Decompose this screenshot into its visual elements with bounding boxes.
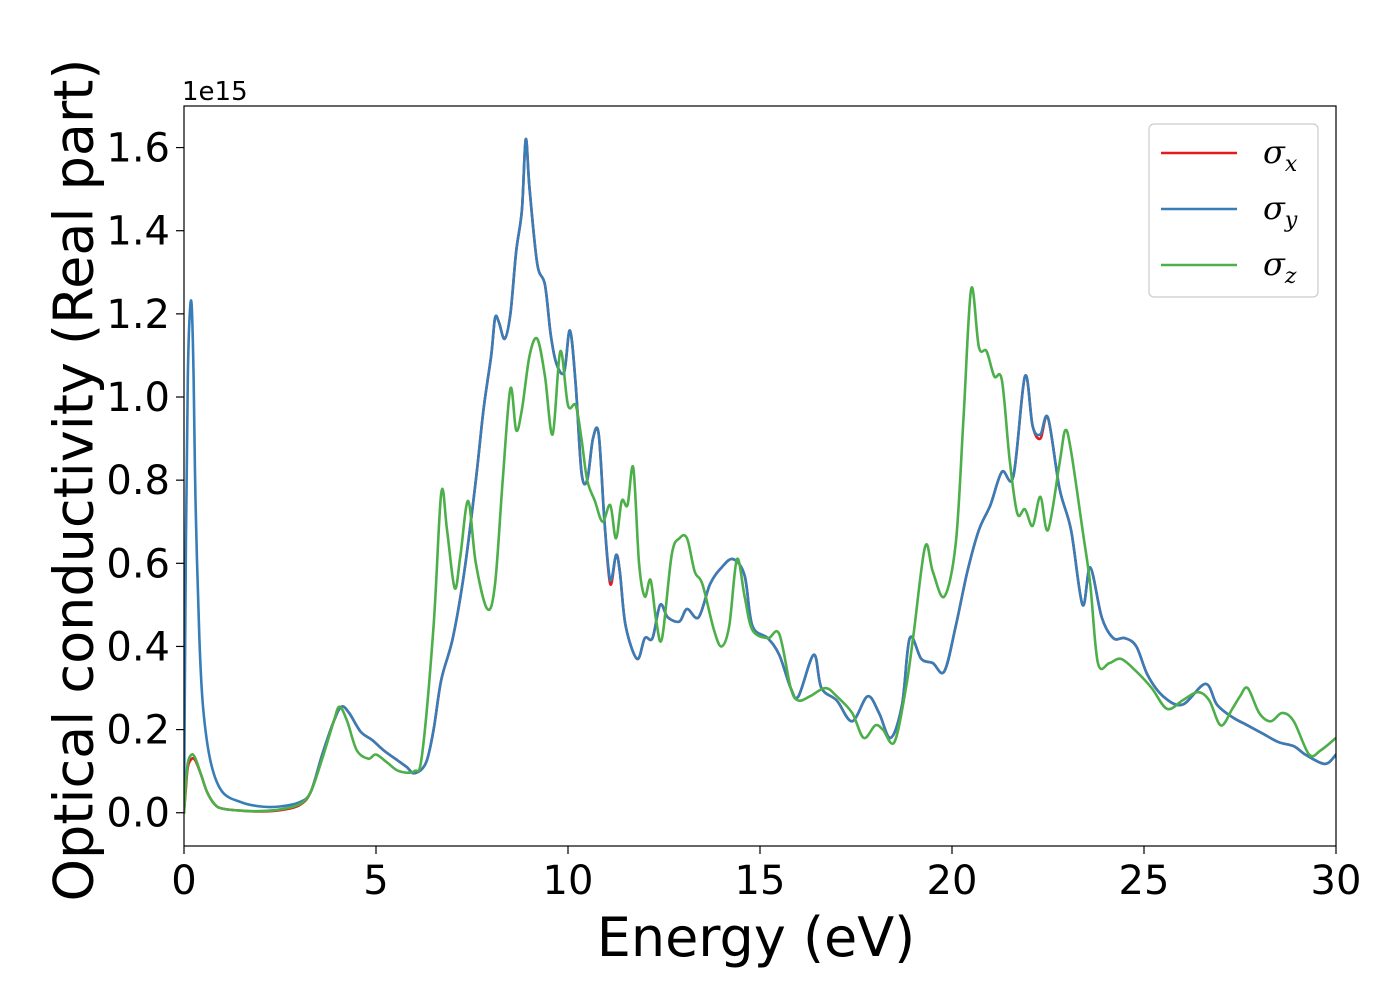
ticks-layer: 0 5 10 15 20 25 30 0.0 0.2 0.4 0.6 0.8 1.0 1.2 1.4 1.6 <box>106 126 1361 904</box>
x-tick-label: 0 <box>171 858 196 904</box>
y-axis-label: Optical conductivity (Real part) <box>43 59 106 902</box>
y-tick-label: 0.4 <box>106 624 170 670</box>
x-tick-label: 10 <box>543 858 594 904</box>
y-tick-label: 1.2 <box>106 292 170 338</box>
legend-label-y: σy <box>1263 189 1298 233</box>
x-tick-label: 20 <box>927 858 978 904</box>
y-offset-label: 1e15 <box>182 77 248 107</box>
y-tick-label: 0.2 <box>106 708 170 754</box>
y-tick-label: 0.6 <box>106 541 170 587</box>
legend-label-main: σ <box>1263 133 1286 171</box>
x-tick-label: 30 <box>1311 858 1362 904</box>
series-layer <box>184 137 1336 815</box>
x-tick-label: 25 <box>1119 858 1170 904</box>
y-tick-label: 0.0 <box>106 791 170 837</box>
x-axis-label: Energy (eV) <box>597 906 916 969</box>
y-tick-label: 1.4 <box>106 209 170 255</box>
y-tick-label: 1.6 <box>106 126 170 172</box>
legend-label-main: σ <box>1263 245 1286 283</box>
y-tick-label: 0.8 <box>106 458 170 504</box>
legend-label-subscript: z <box>1284 264 1297 289</box>
legend-label-subscript: x <box>1285 152 1298 177</box>
x-tick-label: 15 <box>735 858 786 904</box>
legend-box <box>1148 123 1319 298</box>
legend-label-x: σx <box>1263 133 1298 177</box>
legend-label-main: σ <box>1263 189 1286 227</box>
series-line-z <box>184 286 1336 815</box>
legend-label-subscript: y <box>1284 208 1298 233</box>
x-tick-label: 5 <box>363 858 388 904</box>
legend-label-z: σz <box>1263 245 1297 289</box>
y-tick-label: 1.0 <box>106 375 170 421</box>
